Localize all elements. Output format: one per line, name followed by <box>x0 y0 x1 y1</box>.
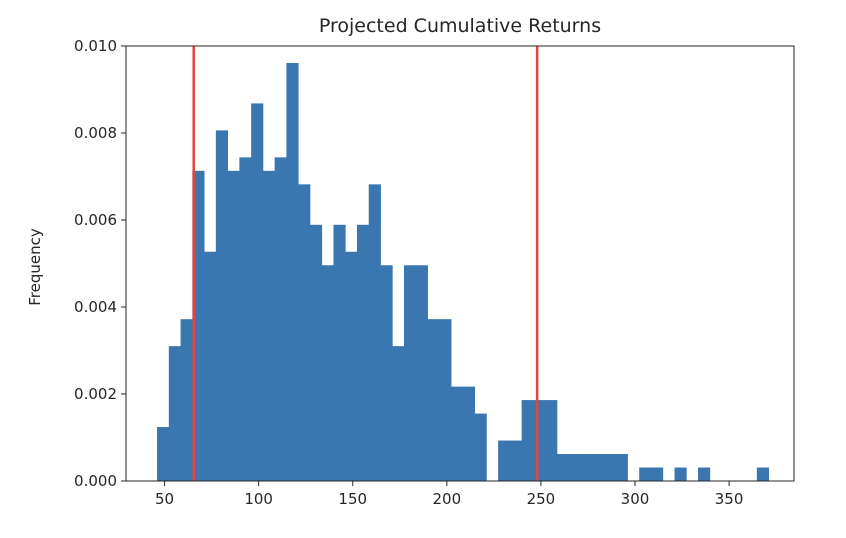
histogram-bar <box>415 265 428 481</box>
histogram-bar <box>204 251 217 481</box>
histogram-bar <box>157 427 170 481</box>
histogram-bar <box>180 319 193 481</box>
y-tick-label: 0.006 <box>74 211 117 229</box>
histogram-bar <box>603 454 617 481</box>
histogram-bar <box>568 454 581 481</box>
y-tick-label: 0.002 <box>74 385 117 403</box>
histogram-bar <box>262 170 276 481</box>
histogram-bar <box>462 386 475 481</box>
histogram-bar <box>298 184 311 481</box>
histogram-bar <box>274 157 287 482</box>
y-tick-label: 0.010 <box>74 37 117 55</box>
x-axis: 50 100 150 200 250 300 350 <box>155 481 743 508</box>
y-tick-label: 0.008 <box>74 124 117 142</box>
histogram-bar <box>427 319 440 481</box>
histogram-bar <box>404 265 417 481</box>
histogram-bar <box>168 346 181 481</box>
histogram-bar <box>756 467 769 481</box>
y-axis-label: Frequency <box>26 228 44 306</box>
histogram-bar <box>368 184 381 481</box>
histogram-bar <box>192 170 205 481</box>
x-tick-label: 150 <box>338 490 367 508</box>
histogram-bar <box>474 413 487 481</box>
histogram-bar <box>215 130 229 481</box>
histogram-bar <box>509 440 523 481</box>
histogram-bar <box>321 265 334 481</box>
histogram-bar <box>286 62 299 482</box>
histogram-bar <box>639 467 652 481</box>
x-tick-label: 300 <box>621 490 650 508</box>
histogram-bar <box>451 386 464 481</box>
y-tick-label: 0.000 <box>74 472 117 490</box>
histogram-bar <box>592 454 605 481</box>
x-tick-label: 200 <box>433 490 462 508</box>
histogram-bar <box>439 319 452 481</box>
histogram-bar <box>521 400 534 481</box>
histogram-bar <box>333 224 346 482</box>
y-axis: 0.000 0.002 0.004 0.006 0.008 0.010 <box>74 37 126 490</box>
histogram-bar <box>239 157 252 482</box>
histogram-bar <box>533 400 546 481</box>
histogram-bar <box>650 467 664 481</box>
histogram-bar <box>498 440 511 481</box>
histogram-bar <box>580 454 593 481</box>
chart-title: Projected Cumulative Returns <box>319 15 601 37</box>
plot-frame <box>125 45 795 482</box>
histogram-bar <box>615 454 628 481</box>
histogram-bar <box>227 170 240 481</box>
histogram-bar <box>698 467 711 481</box>
histogram-bar <box>556 454 570 481</box>
histogram-bar <box>674 467 687 481</box>
histogram-bar <box>545 400 558 481</box>
y-tick-label: 0.004 <box>74 298 117 316</box>
histogram-bar <box>392 346 405 481</box>
histogram-bar <box>309 224 323 482</box>
x-tick-label: 350 <box>715 490 744 508</box>
histogram-bar <box>251 103 264 482</box>
histogram-bar <box>380 265 393 481</box>
x-tick-label: 250 <box>527 490 556 508</box>
histogram-bars <box>157 62 769 482</box>
x-tick-label: 100 <box>244 490 273 508</box>
histogram-bar <box>356 224 370 482</box>
histogram-bar <box>345 251 358 481</box>
x-tick-label: 50 <box>155 490 174 508</box>
threshold-lines <box>192 46 539 481</box>
